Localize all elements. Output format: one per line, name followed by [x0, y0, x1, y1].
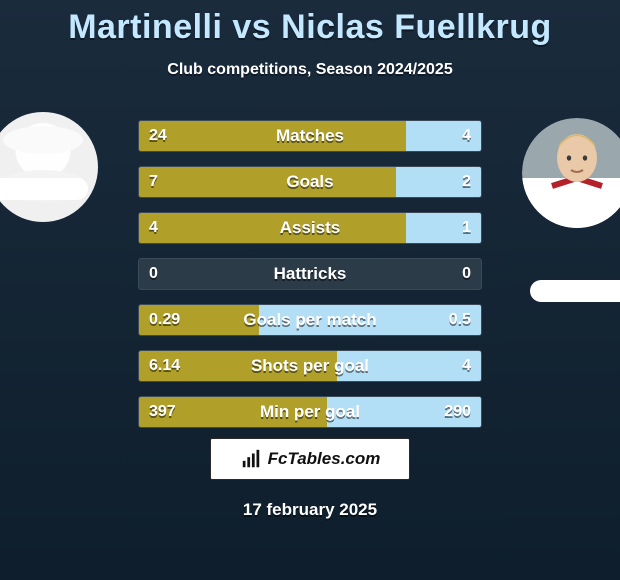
stat-label: Shots per goal [139, 351, 481, 381]
stat-row: Hattricks0 0 [138, 258, 482, 290]
player-left-name-pill [0, 178, 88, 200]
stats-bars: Matches244Goals72Assists41Hattricks00Goa… [138, 120, 482, 442]
stat-value-right: 0.5 [449, 305, 471, 335]
stat-value-right: 290 [444, 397, 471, 427]
stat-label: Min per goal [139, 397, 481, 427]
stat-label: Assists [139, 213, 481, 243]
stat-value-left: 6.14 [149, 351, 180, 381]
player-left-avatar [0, 112, 98, 222]
stat-row: Goals7 2 [138, 166, 482, 198]
stat-value-left: 7 [149, 167, 158, 197]
stat-label: Goals [139, 167, 481, 197]
stat-value-left: 0 [149, 259, 158, 289]
brand-text: FcTables.com [268, 449, 381, 469]
stat-value-right: 4 [462, 121, 471, 151]
stat-row: Min per goal397 290 [138, 396, 482, 428]
brand-badge[interactable]: FcTables.com [210, 438, 410, 480]
stat-value-left: 397 [149, 397, 176, 427]
player-right-avatar [522, 118, 620, 228]
date-text: 17 february 2025 [0, 500, 620, 520]
stat-value-right: 0 [462, 259, 471, 289]
stat-label: Matches [139, 121, 481, 151]
stat-row: Goals per match0.29 0.5 [138, 304, 482, 336]
avatar-placeholder-icon [0, 112, 98, 222]
stat-row: Shots per goal6.14 4 [138, 350, 482, 382]
stat-value-right: 2 [462, 167, 471, 197]
stat-value-left: 0.29 [149, 305, 180, 335]
stat-value-left: 24 [149, 121, 167, 151]
stat-row: Assists4 1 [138, 212, 482, 244]
brand-chart-icon [240, 448, 262, 470]
stat-label: Goals per match [139, 305, 481, 335]
player-right-name-pill [530, 280, 620, 302]
stat-label: Hattricks [139, 259, 481, 289]
player-photo-icon [522, 118, 620, 228]
stat-row: Matches24 4 [138, 120, 482, 152]
stat-value-right: 1 [462, 213, 471, 243]
page-subtitle: Club competitions, Season 2024/2025 [0, 61, 620, 79]
stat-value-right: 4 [462, 351, 471, 381]
page-title: Martinelli vs Niclas Fuellkrug [0, 8, 620, 47]
comparison-card: Martinelli vs Niclas Fuellkrug Club comp… [0, 0, 620, 580]
stat-value-left: 4 [149, 213, 158, 243]
